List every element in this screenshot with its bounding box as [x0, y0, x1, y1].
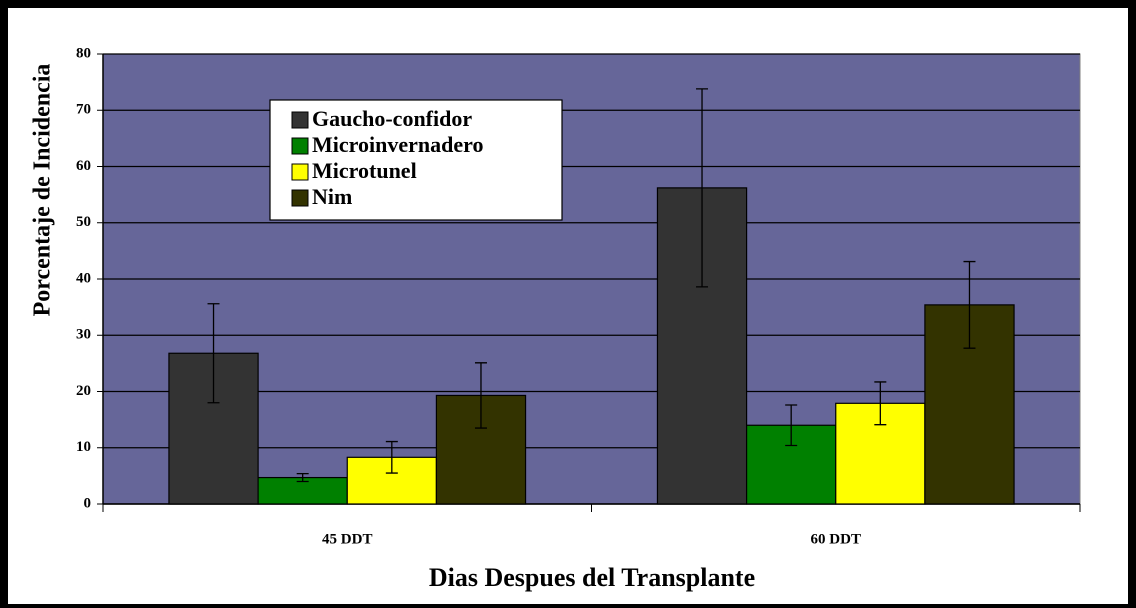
error-bar	[207, 303, 220, 404]
y-tick-label: 60	[76, 158, 91, 174]
legend-label: Gaucho-confidor	[312, 106, 472, 131]
error-bar	[296, 472, 309, 483]
legend-box	[269, 99, 563, 221]
legend-swatch	[291, 111, 309, 129]
error-bar	[385, 440, 398, 474]
y-tick-label: 30	[76, 327, 91, 343]
x-tick-label: 45 DDT	[322, 531, 372, 547]
error-bar	[696, 88, 709, 288]
legend-label: Microtunel	[312, 158, 417, 183]
error-bar	[874, 381, 887, 426]
error-bar	[785, 404, 798, 447]
x-tick-label: 60 DDT	[811, 531, 861, 547]
x-axis-label: Dias Despues del Transplante	[429, 563, 755, 592]
error-bar	[963, 260, 976, 349]
legend-swatch	[291, 137, 309, 155]
legend-label: Nim	[312, 184, 352, 209]
legend-swatch	[291, 189, 309, 207]
legend-label: Microinvernadero	[312, 132, 484, 157]
y-tick-label: 20	[76, 383, 91, 399]
y-tick-label: 40	[76, 270, 91, 286]
y-tick-label: 80	[76, 45, 91, 61]
y-tick-label: 10	[76, 439, 91, 455]
legend-swatch	[291, 163, 309, 181]
error-bar	[474, 362, 487, 429]
y-tick-label: 70	[76, 102, 91, 118]
y-tick-label: 0	[84, 495, 92, 511]
y-tick-label: 50	[76, 214, 91, 230]
y-axis-label: Porcentaje de Incidencia	[30, 64, 56, 317]
